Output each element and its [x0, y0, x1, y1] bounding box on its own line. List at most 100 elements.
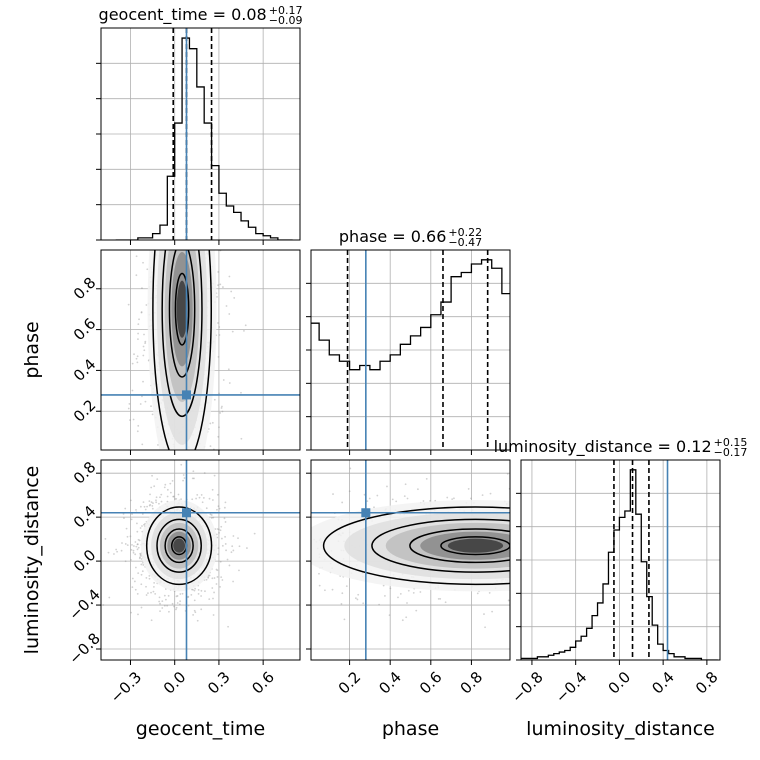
sample-point — [157, 106, 159, 108]
sample-point — [212, 597, 214, 600]
y-tick-label: 0.8 — [70, 458, 100, 488]
sample-point — [154, 138, 156, 140]
sample-point — [225, 128, 227, 130]
sample-point — [131, 236, 133, 238]
sample-point — [596, 528, 598, 530]
sample-point — [659, 562, 661, 564]
sample-point — [565, 535, 567, 537]
sample-point — [227, 81, 229, 83]
sample-point — [130, 558, 132, 561]
sample-point — [150, 591, 152, 594]
sample-point — [304, 556, 306, 558]
sample-point — [524, 536, 526, 538]
sample-point — [188, 148, 190, 150]
sample-point — [194, 230, 196, 232]
truth-marker — [181, 508, 191, 518]
sample-point — [286, 552, 288, 554]
sample-point — [137, 572, 140, 575]
sample-point — [522, 555, 524, 557]
sample-point — [533, 547, 535, 549]
sample-point — [653, 530, 655, 532]
axes-frame — [100, 459, 301, 661]
sample-point — [134, 566, 137, 569]
sample-point — [127, 303, 130, 306]
sample-point — [165, 151, 167, 153]
sample-point — [167, 594, 170, 597]
sample-point — [183, 247, 185, 249]
sample-point — [558, 496, 560, 498]
sample-point — [131, 586, 134, 589]
sample-point — [203, 201, 205, 203]
sample-point — [592, 575, 594, 577]
sample-point — [127, 196, 129, 198]
sample-point — [275, 565, 277, 567]
sample-point — [598, 516, 600, 518]
sample-point — [167, 110, 169, 112]
title-lower-error: −0.17 — [714, 446, 748, 459]
sample-point — [196, 619, 199, 622]
sample-point — [159, 34, 161, 36]
sample-point — [219, 412, 221, 414]
sample-point — [160, 500, 163, 503]
sample-point — [141, 287, 143, 290]
sample-point — [190, 100, 192, 102]
sample-point — [136, 361, 139, 364]
sample-point — [175, 497, 178, 500]
sample-point — [215, 173, 217, 175]
sample-point — [598, 533, 600, 535]
sample-point — [596, 595, 598, 597]
sample-point — [213, 577, 216, 579]
sample-point — [157, 444, 159, 446]
sample-point — [517, 547, 519, 549]
sample-point — [161, 596, 163, 598]
contour-line — [156, 518, 202, 573]
sample-point — [557, 530, 559, 532]
sample-point — [191, 177, 193, 179]
sample-point — [192, 464, 194, 466]
sample-point — [564, 535, 566, 537]
sample-point — [356, 598, 359, 601]
sample-point — [199, 193, 201, 195]
title-upper-error: +0.15 — [714, 436, 748, 449]
sample-point — [148, 577, 151, 580]
sample-point — [307, 588, 309, 590]
sample-point — [134, 539, 136, 541]
sample-point — [142, 261, 144, 264]
sample-point — [180, 190, 182, 192]
sample-point — [542, 575, 544, 577]
sample-point — [716, 564, 718, 566]
sample-point — [154, 468, 156, 470]
sample-point — [213, 144, 215, 146]
sample-point — [529, 543, 531, 545]
sample-point — [163, 140, 165, 142]
sample-point — [573, 502, 575, 504]
sample-point — [644, 600, 646, 602]
sample-point — [136, 543, 139, 546]
sample-point — [140, 606, 143, 609]
sample-point — [659, 534, 661, 536]
density-region — [173, 538, 186, 553]
sample-point — [516, 548, 518, 550]
sample-point — [587, 536, 589, 538]
sample-point — [137, 613, 139, 616]
sample-point — [290, 539, 292, 541]
histogram-luminosity_distance — [521, 469, 718, 660]
sample-point — [600, 500, 602, 502]
sample-point — [188, 145, 190, 147]
sample-point — [131, 577, 134, 580]
sample-point — [512, 531, 514, 533]
sample-point — [529, 532, 531, 534]
sample-point — [160, 237, 162, 239]
sample-point — [213, 455, 215, 457]
sample-point — [141, 561, 144, 564]
sample-point — [132, 551, 135, 554]
sample-point — [124, 560, 127, 563]
x-axis-label-luminosity_distance: luminosity_distance — [526, 718, 715, 740]
x-tick-label: 0.0 — [605, 668, 635, 698]
histogram-phase — [311, 259, 510, 371]
sample-point — [525, 610, 527, 612]
sample-point — [601, 531, 603, 533]
sample-point — [726, 535, 728, 537]
truth-marker — [181, 390, 191, 400]
sample-point — [194, 151, 196, 153]
